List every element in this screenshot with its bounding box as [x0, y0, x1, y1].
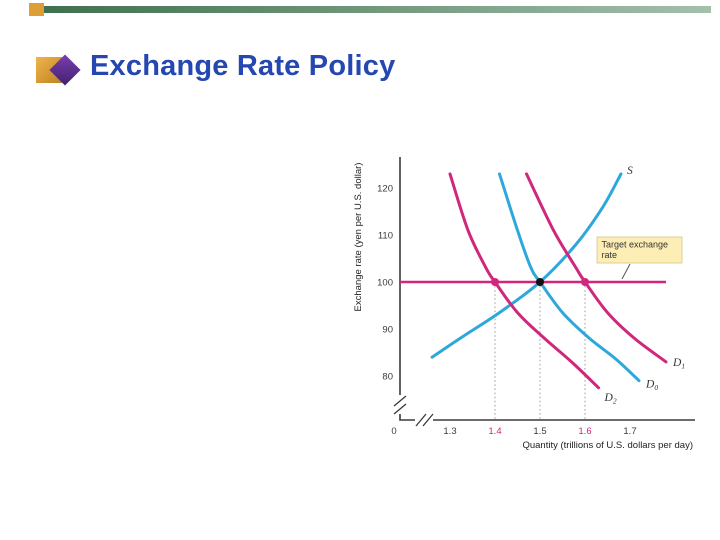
marker-1.5	[536, 278, 544, 286]
target-note-line1: Target exchange	[602, 240, 669, 250]
y-tick-100: 100	[377, 278, 393, 289]
x-tick-1.6: 1.6	[578, 426, 591, 437]
y-tick-110: 110	[378, 231, 393, 242]
top-accent-square	[29, 3, 44, 16]
y-tick-80: 80	[382, 372, 393, 383]
marker-1.4	[491, 278, 499, 286]
x-tick-1.5: 1.5	[533, 426, 546, 437]
supply-curve-s-label: S	[627, 165, 633, 177]
y-axis-label: Exchange rate (yen per U.S. dollar)	[353, 163, 364, 312]
y-axis-break-gap	[393, 395, 407, 414]
origin-label: 0	[391, 426, 396, 437]
demand-curve-d2	[448, 172, 600, 390]
demand-curve-d1-label: D1	[672, 357, 685, 371]
y-tick-120: 120	[377, 184, 393, 195]
x-tick-1.4: 1.4	[488, 426, 501, 437]
exchange-rate-chart: S D0 D1 D2 Target exchange rate 80 90 100 110 120 0…	[345, 145, 717, 477]
x-axis-break-gap	[415, 413, 433, 427]
target-note-box	[596, 236, 683, 264]
demand-curve-d0-label: D0	[645, 379, 658, 393]
x-axis-label: Quantity (trillions of U.S. dollars per …	[522, 440, 693, 451]
demand-curve-d0	[498, 172, 641, 383]
x-axis-break-icon	[415, 413, 434, 427]
demand-curve-d2-label: D2	[604, 392, 617, 406]
demand-curve-d1	[525, 172, 668, 364]
y-axis-break-icon	[393, 395, 407, 415]
x-tick-1.7: 1.7	[623, 426, 636, 437]
target-note-line2: rate	[602, 250, 618, 260]
x-tick-1.3: 1.3	[443, 426, 456, 437]
slide-title: Exchange Rate Policy	[90, 50, 396, 82]
marker-1.6	[581, 278, 589, 286]
title-bullet-icon	[34, 54, 86, 88]
supply-curve-s	[430, 172, 623, 359]
axes	[399, 157, 695, 421]
top-accent-bar	[29, 6, 711, 13]
y-tick-90: 90	[382, 325, 393, 336]
note-leader-line	[621, 263, 631, 280]
